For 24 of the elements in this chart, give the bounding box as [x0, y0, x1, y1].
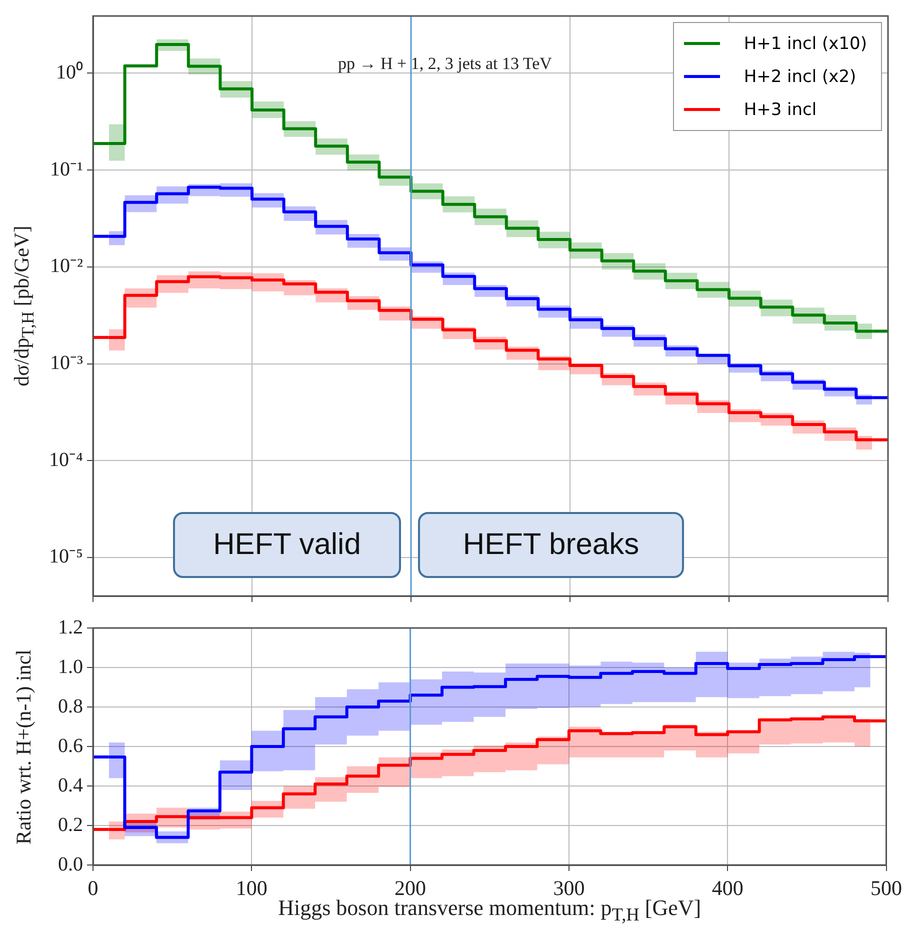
x-tick-label: 500 — [870, 876, 902, 900]
y-tick-label: 10⁻¹ — [50, 158, 83, 180]
y-tick-label: 1.2 — [58, 616, 83, 638]
legend-label: H+2 incl (x2) — [744, 66, 856, 86]
annotation: HEFT valid — [173, 512, 401, 578]
annotation: pp → H + 1, 2, 3 jets at 13 TeV — [338, 54, 552, 74]
y-tick-label: 0.8 — [58, 695, 83, 718]
y-tick-label: 10⁻⁵ — [49, 546, 83, 568]
y-tick-label: 0.6 — [58, 734, 83, 757]
legend-label: H+3 incl — [744, 100, 817, 120]
x-tick-label: 100 — [236, 876, 268, 900]
y-tick-label: 10⁻³ — [50, 352, 83, 374]
annotation: HEFT breaks — [418, 512, 684, 578]
y-axis-title: Ratio wrt. H+(n-1) incl — [12, 649, 36, 844]
y-tick-label: 10⁻² — [50, 255, 83, 278]
y-tick-label: 0.0 — [58, 853, 83, 876]
y-tick-label: 0.4 — [58, 774, 83, 796]
legend-label: H+1 incl (x10) — [744, 34, 867, 54]
y-tick-label: 0.2 — [58, 814, 83, 836]
x-tick-label: 0 — [88, 876, 98, 900]
y-tick-label: 1.0 — [58, 656, 83, 678]
x-tick-label: 400 — [712, 876, 744, 900]
y-tick-label: 10⁻⁴ — [49, 448, 84, 471]
y-tick-label: 10⁰ — [56, 60, 83, 84]
